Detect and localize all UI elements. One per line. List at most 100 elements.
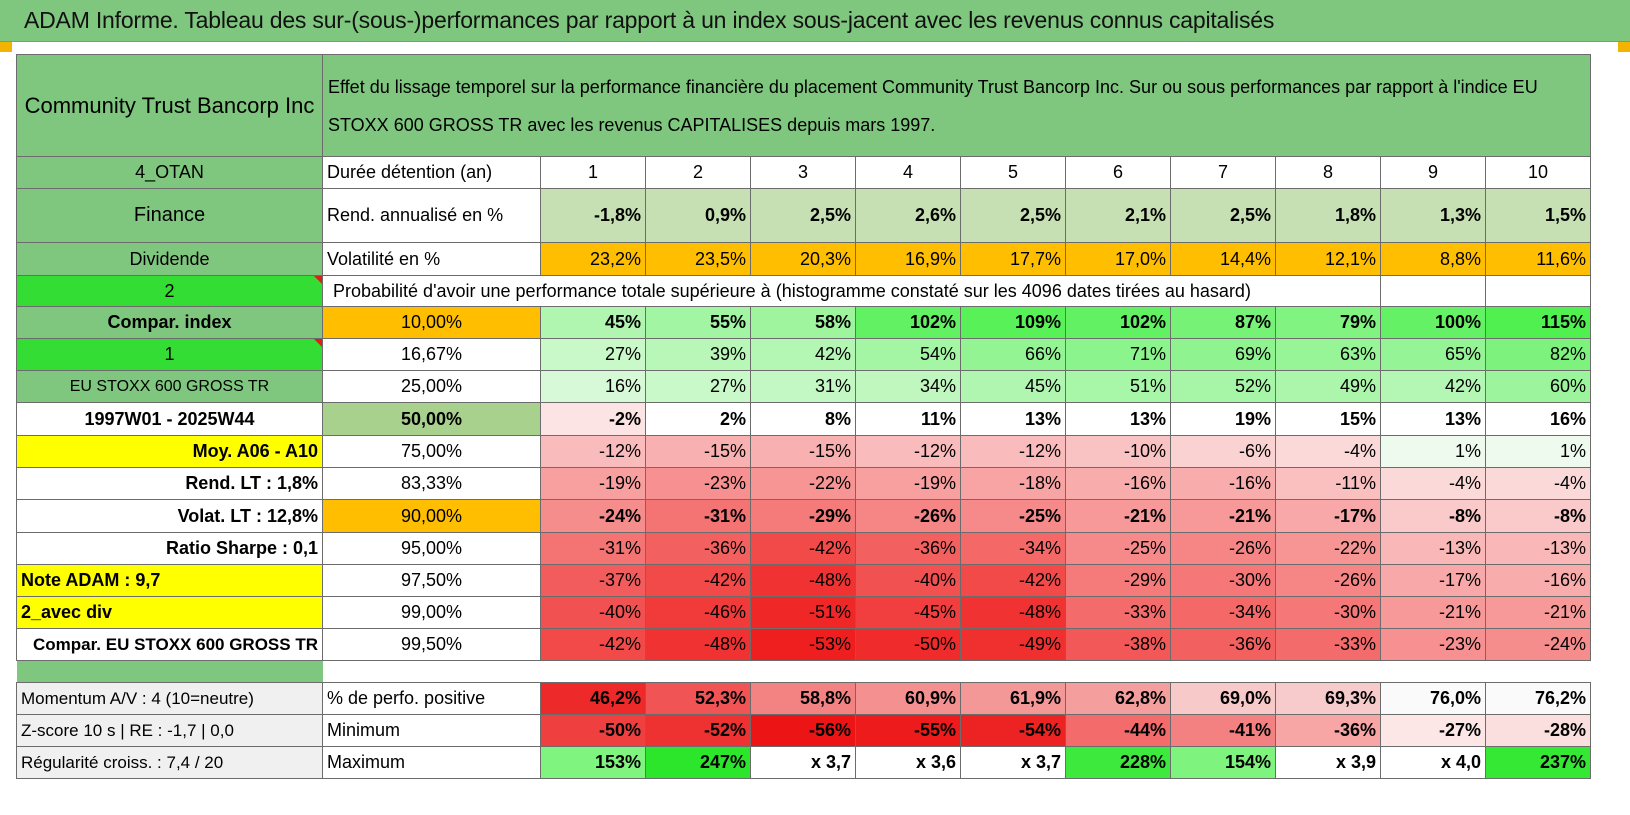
percentile-row: Moy. A06 - A10 75,00% -12% -15% -15% -12% -12%… [16, 435, 1591, 468]
percentile-value: -6% [1170, 435, 1276, 468]
volatility-value: 12,1% [1275, 242, 1381, 276]
year-header: 4 [855, 156, 961, 189]
date-range: 1997W01 - 2025W44 [16, 402, 323, 436]
percentile-value: 51% [1065, 370, 1171, 403]
percentile-value: -22% [750, 467, 856, 500]
positive-perf-row: Momentum A/V : 4 (10=neutre)% de perfo. … [16, 682, 1591, 715]
annual-return-value: 2,5% [1170, 188, 1276, 243]
percentile-value: -46% [645, 596, 751, 629]
percentile-value: -18% [960, 467, 1066, 500]
percentile-value: 49% [1275, 370, 1381, 403]
spacer-green [16, 660, 323, 683]
volatility-row: Dividende Volatilité en % 23,2% 23,5% 20,3% 1… [16, 242, 1591, 276]
percentile-value: 42% [1380, 370, 1486, 403]
percentile-value: 100% [1380, 306, 1486, 339]
percentile-value: -2% [540, 402, 646, 436]
percentile-value: -12% [855, 435, 961, 468]
minimum-value: -36% [1275, 714, 1381, 747]
percentile-value: 19% [1170, 402, 1276, 436]
year-header: 6 [1065, 156, 1171, 189]
probability-caption-row: 2 Probabilité d'avoir une performance tot… [16, 275, 1591, 307]
percentile-row: Volat. LT : 12,8% 90,00% -24% -31% -29% -26% -… [16, 499, 1591, 533]
percentile-value: 66% [960, 338, 1066, 371]
percentile-value: -40% [855, 564, 961, 597]
percentile-value: -22% [1275, 532, 1381, 565]
positive-perf-value: 58,8% [750, 682, 856, 715]
percentile-value: -53% [750, 628, 856, 661]
percentile-value: -48% [750, 564, 856, 597]
volatility-value: 8,8% [1380, 242, 1486, 276]
year-header: 2 [645, 156, 751, 189]
positive-perf-value: 69,0% [1170, 682, 1276, 715]
zscore-label: Z-score 10 s | RE : -1,7 | 0,0 [16, 714, 323, 747]
percentile-value: -4% [1275, 435, 1381, 468]
percentile-value: -25% [960, 499, 1066, 533]
percentile-value: 87% [1170, 306, 1276, 339]
option-selector: 2 [16, 275, 323, 307]
percentile-value: 27% [540, 338, 646, 371]
years-row: 4_OTAN Durée détention (an) 1 2 3 4 5 6 7 8 9 10 [16, 156, 1591, 189]
percentile-value: -36% [645, 532, 751, 565]
positive-perf-label: % de perfo. positive [322, 682, 541, 715]
maximum-value: 237% [1485, 746, 1591, 779]
percentile-value: -33% [1065, 596, 1171, 629]
percentile-value: -50% [855, 628, 961, 661]
minimum-label: Minimum [322, 714, 541, 747]
percentile-value: -13% [1380, 532, 1486, 565]
volatility-value: 23,2% [540, 242, 646, 276]
index-name: EU STOXX 600 GROSS TR [16, 370, 323, 403]
maximum-value: 247% [645, 746, 751, 779]
average-label: Moy. A06 - A10 [16, 435, 323, 468]
positive-perf-value: 62,8% [1065, 682, 1171, 715]
minimum-value: -50% [540, 714, 646, 747]
percentile-value: -8% [1485, 499, 1591, 533]
percentile-value: -30% [1275, 596, 1381, 629]
percentile-value: -19% [855, 467, 961, 500]
percentile-value: -48% [960, 596, 1066, 629]
percentile-row: Compar. index 10,00% 45% 55% 58% 102% 109% 102%… [16, 306, 1591, 339]
year-header: 9 [1380, 156, 1486, 189]
volatility-value: 14,4% [1170, 242, 1276, 276]
percentile-row: 1997W01 - 2025W44 50,00% -2% 2% 8% 11% 13% 13% 1… [16, 402, 1591, 436]
positive-perf-value: 60,9% [855, 682, 961, 715]
percentile-value: 13% [1065, 402, 1171, 436]
percentile-value: -21% [1485, 596, 1591, 629]
percentile-value: 60% [1485, 370, 1591, 403]
percentile-value: -21% [1065, 499, 1171, 533]
percentile-value: -25% [1065, 532, 1171, 565]
percentile-value: 52% [1170, 370, 1276, 403]
percentile-level: 75,00% [322, 435, 541, 468]
percentile-value: -21% [1380, 596, 1486, 629]
percentile-value: 55% [645, 306, 751, 339]
percentile-value: -11% [1275, 467, 1381, 500]
percentile-value: -23% [1380, 628, 1486, 661]
dividend-mode: 2_avec div [16, 596, 323, 629]
positive-perf-value: 76,0% [1380, 682, 1486, 715]
positive-perf-value: 76,2% [1485, 682, 1591, 715]
percentile-value: -17% [1380, 564, 1486, 597]
spacer-row [16, 660, 1591, 683]
percentile-value: -36% [1170, 628, 1276, 661]
percentile-value: 54% [855, 338, 961, 371]
volatility-label: Volatilité en % [322, 242, 541, 276]
percentile-value: -31% [540, 532, 646, 565]
compare-index-label: Compar. index [16, 306, 323, 339]
annual-return-value: 0,9% [645, 188, 751, 243]
percentile-row: Rend. LT : 1,8% 83,33% -19% -23% -22% -19% -18… [16, 467, 1591, 500]
maximum-value: 154% [1170, 746, 1276, 779]
percentile-level: 99,00% [322, 596, 541, 629]
percentile-level: 10,00% [322, 306, 541, 339]
percentile-value: -24% [540, 499, 646, 533]
sector-tag: 4_OTAN [16, 156, 323, 189]
percentile-value: 8% [750, 402, 856, 436]
percentile-value: 15% [1275, 402, 1381, 436]
percentile-value: 27% [645, 370, 751, 403]
percentile-value: 58% [750, 306, 856, 339]
annual-return-value: 1,5% [1485, 188, 1591, 243]
percentile-value: -36% [855, 532, 961, 565]
percentile-value: -17% [1275, 499, 1381, 533]
empty-cell [1485, 275, 1591, 307]
percentile-value: -16% [1065, 467, 1171, 500]
percentile-level: 97,50% [322, 564, 541, 597]
maximum-value: x 3,9 [1275, 746, 1381, 779]
